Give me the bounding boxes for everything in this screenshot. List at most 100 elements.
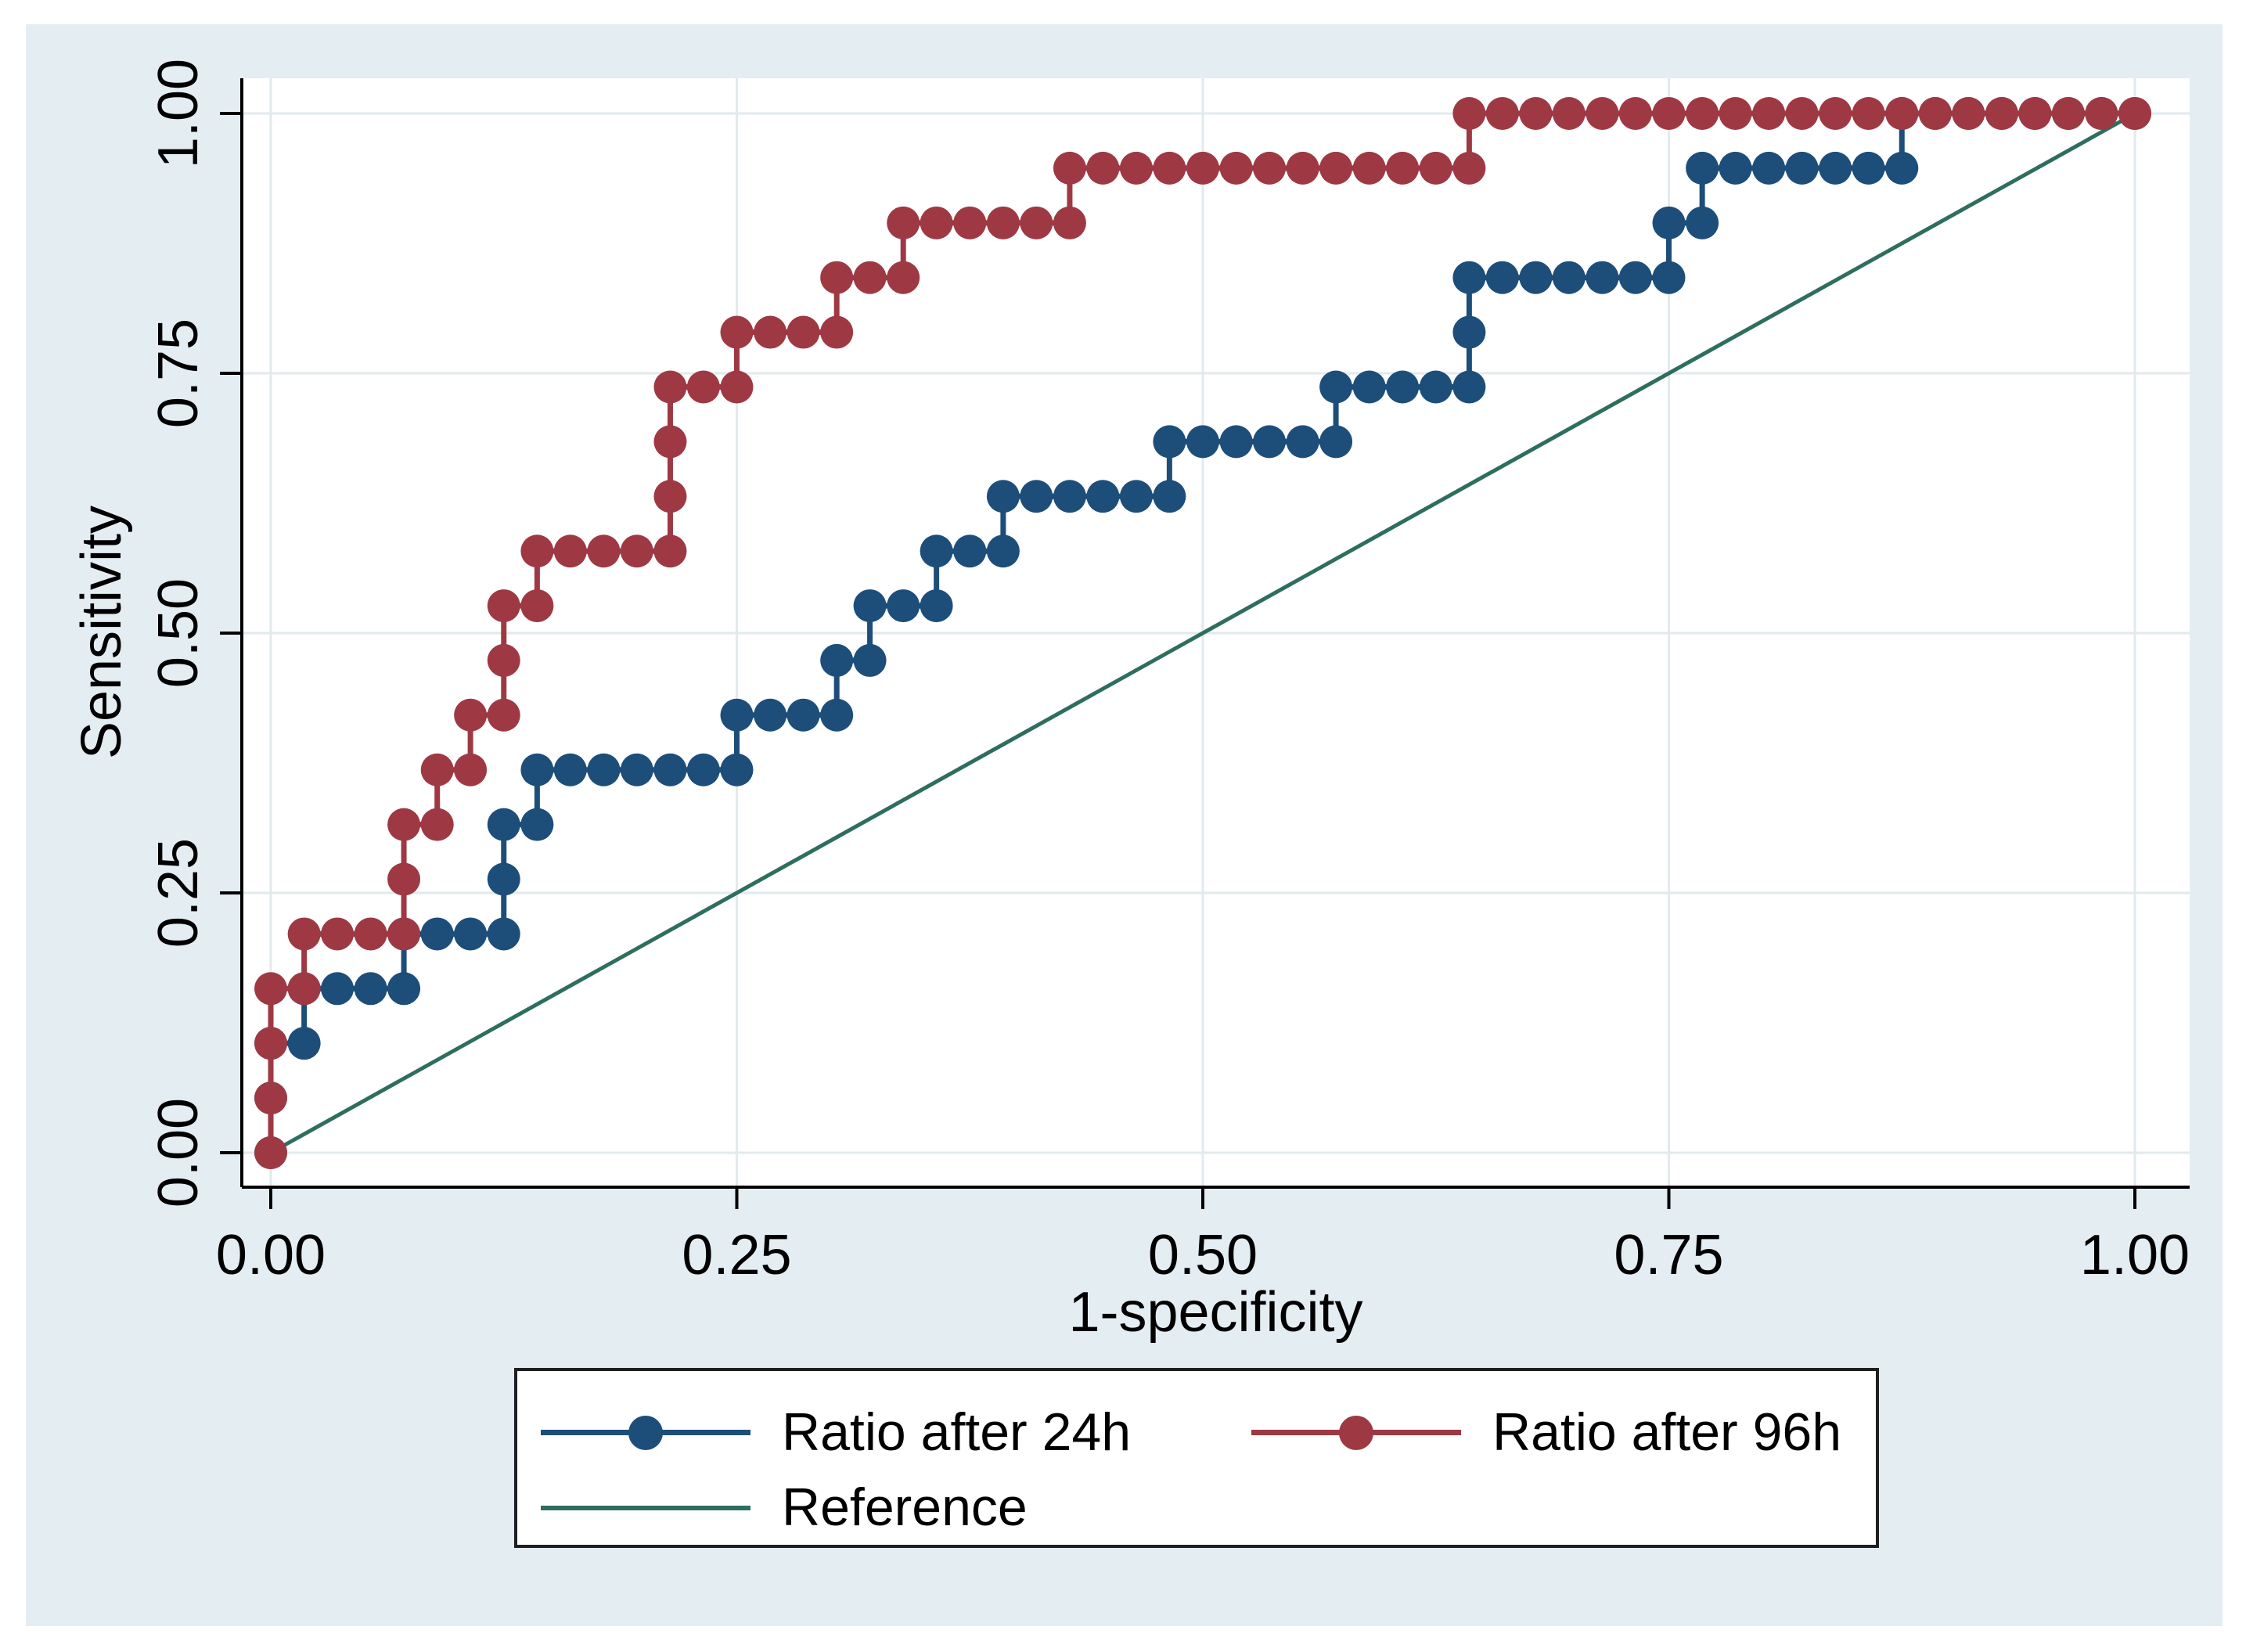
x-axis-title: 1-specificity [1068,1281,1363,1344]
roc-marker-24h [321,972,355,1006]
roc-marker-24h [1552,261,1586,294]
roc-marker-96h [1785,97,1819,130]
roc-marker-96h [1452,97,1486,130]
roc-marker-24h [1485,261,1519,294]
x-tick-labels: 0.00 0.25 0.50 0.75 1.00 [216,1224,2190,1287]
roc-marker-24h [420,917,454,951]
roc-marker-96h [1186,151,1219,185]
gridlines [242,78,2190,1187]
roc-marker-96h [1485,97,1519,130]
y-tick-label: 1.00 [147,59,210,168]
roc-marker-24h [1719,151,1752,185]
roc-marker-96h [1219,151,1253,185]
x-tick-label: 0.75 [1614,1224,1723,1287]
roc-marker-24h [520,753,554,786]
roc-marker-24h [1153,425,1186,459]
roc-marker-24h [520,808,554,841]
roc-marker-24h [287,1027,321,1060]
roc-marker-96h [1552,97,1586,130]
roc-marker-24h [1885,151,1919,185]
roc-marker-24h [754,698,787,732]
roc-marker-96h [920,206,953,239]
roc-marker-24h [786,698,820,732]
roc-marker-24h [1020,480,1053,513]
roc-marker-24h [553,753,587,786]
roc-curve-24h [268,110,2135,1153]
roc-marker-96h [653,370,687,404]
roc-marker-96h [887,206,920,239]
roc-marker-96h [420,753,454,786]
roc-marker-24h [920,534,953,568]
legend-label-96h: Ratio after 96h [1492,1402,1842,1462]
roc-marker-24h [1419,370,1452,404]
roc-marker-96h [1319,151,1353,185]
roc-marker-96h [254,1136,287,1169]
roc-marker-96h [986,206,1020,239]
roc-marker-96h [1985,97,2018,130]
roc-marker-24h [820,698,854,732]
roc-marker-24h [820,643,854,677]
roc-marker-96h [620,534,653,568]
roc-marker-96h [454,698,488,732]
roc-markers-96h [254,97,2151,1169]
legend-dot-96h-icon [1339,1416,1373,1450]
roc-marker-96h [1752,97,1786,130]
roc-marker-24h [853,589,887,623]
roc-marker-96h [254,972,287,1006]
roc-curve-96h [268,110,2135,1153]
roc-marker-96h [853,261,887,294]
tick-marks [220,112,2136,1209]
roc-marker-96h [1918,97,1952,130]
roc-marker-24h [1452,261,1486,294]
roc-marker-96h [1852,97,1885,130]
roc-marker-24h [354,972,387,1006]
roc-marker-96h [387,917,421,951]
roc-marker-96h [321,917,355,951]
roc-marker-24h [1119,480,1153,513]
roc-marker-24h [1652,261,1686,294]
roc-marker-96h [287,917,321,951]
y-tick-labels: 0.00 0.25 0.50 0.75 1.00 [147,59,210,1208]
roc-marker-96h [254,1082,287,1115]
roc-marker-24h [1352,370,1386,404]
roc-marker-96h [720,315,754,349]
roc-marker-96h [254,1027,287,1060]
roc-marker-24h [720,753,754,786]
roc-marker-96h [887,261,920,294]
roc-marker-24h [953,534,987,568]
roc-marker-96h [1652,97,1686,130]
roc-marker-96h [786,315,820,349]
roc-marker-24h [1652,206,1686,239]
roc-marker-96h [1618,97,1652,130]
roc-marker-96h [387,862,421,896]
x-tick-label: 0.00 [216,1224,326,1287]
x-tick-label: 0.25 [682,1224,791,1287]
reference-line [269,111,2136,1155]
roc-marker-24h [1086,480,1120,513]
roc-marker-96h [653,480,687,513]
roc-marker-24h [487,862,520,896]
x-tick-label: 1.00 [2080,1224,2190,1287]
roc-marker-96h [487,698,520,732]
roc-marker-24h [620,753,653,786]
roc-marker-96h [387,808,421,841]
roc-marker-24h [1618,261,1652,294]
roc-marker-96h [2085,97,2118,130]
roc-marker-96h [487,589,520,623]
x-tick-label: 0.50 [1148,1224,1258,1287]
roc-marker-96h [587,534,621,568]
roc-marker-96h [354,917,387,951]
roc-marker-24h [1785,151,1819,185]
roc-marker-24h [487,808,520,841]
roc-marker-24h [920,589,953,623]
roc-marker-96h [953,206,987,239]
roc-marker-24h [454,917,488,951]
roc-marker-96h [1719,97,1752,130]
roc-marker-24h [853,643,887,677]
roc-marker-24h [1053,480,1086,513]
roc-marker-96h [454,753,488,786]
roc-marker-24h [653,753,687,786]
roc-marker-96h [1153,151,1186,185]
roc-marker-96h [653,425,687,459]
